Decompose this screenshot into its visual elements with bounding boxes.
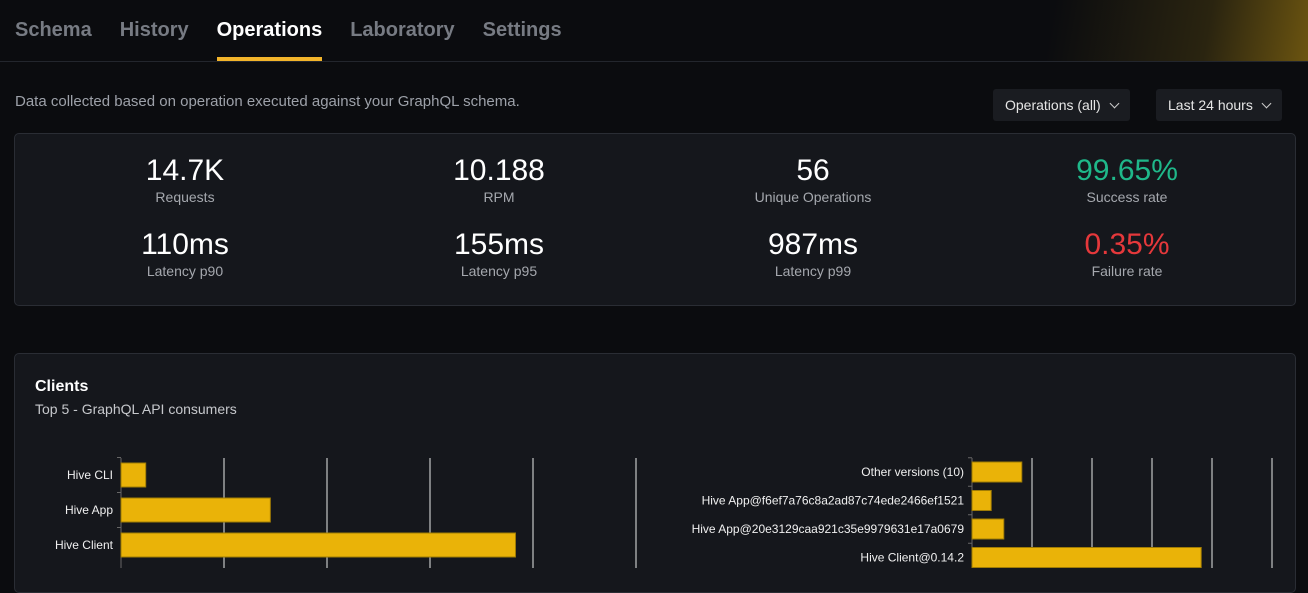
stat-value: 155ms — [453, 228, 545, 261]
stat-value: 99.65% — [1076, 154, 1178, 187]
stat-label: Unique Operations — [754, 189, 872, 205]
clients-title: Clients — [35, 378, 89, 395]
clients-charts: Hive CLI Hive App Hive Client Other version… — [55, 457, 1273, 568]
bar-hive-cli — [120, 462, 147, 488]
top-nav: Schema History Operations Laboratory Set… — [0, 0, 1308, 62]
stat-success-rate: 99.65% Success rate — [970, 154, 1284, 205]
stat-label: Latency p95 — [460, 263, 538, 279]
tab-bar: Schema History Operations Laboratory Set… — [15, 0, 562, 62]
stat-failure-rate: 0.35% Failure rate — [970, 228, 1284, 279]
page-description: Data collected based on operation execut… — [15, 93, 520, 110]
tab-settings[interactable]: Settings — [482, 19, 562, 41]
stat-value: 110ms — [141, 228, 229, 261]
bar-hive-app — [120, 497, 271, 523]
category-label: Hive CLI — [67, 468, 113, 482]
stat-unique-operations: 56 Unique Operations — [656, 154, 970, 205]
stat-rpm: 10.188 RPM — [342, 154, 656, 205]
bar-hive-app-f6ef7a76c8a2ad87c74ede2466ef1521 — [971, 490, 992, 511]
operations-filter-label: Operations (all) — [1005, 97, 1101, 113]
stat-label: RPM — [483, 189, 515, 205]
category-label: Hive Client@0.14.2 — [860, 551, 964, 565]
category-label: Other versions (10) — [861, 465, 964, 479]
stat-label: Failure rate — [1091, 263, 1163, 279]
stat-label: Requests — [155, 189, 215, 205]
tab-laboratory[interactable]: Laboratory — [350, 19, 455, 41]
bar-other-versions-10- — [971, 461, 1023, 483]
period-label: Last 24 hours — [1168, 97, 1253, 113]
category-label: Hive App@f6ef7a76c8a2ad87c74ede2466ef152… — [702, 494, 965, 508]
bar-hive-app-20e3129caa921c35e9979631e17a0679 — [971, 518, 1005, 540]
stat-value: 987ms — [767, 228, 859, 261]
tab-history[interactable]: History — [119, 19, 189, 41]
stat-value: 56 — [796, 154, 830, 187]
category-label: Hive App@20e3129caa921c35e9979631e17a067… — [692, 522, 965, 536]
operations-filter-dropdown[interactable]: Operations (all) — [993, 89, 1130, 121]
stat-value: 0.35% — [1084, 228, 1170, 261]
clients-subtitle: Top 5 - GraphQL API consumers — [35, 401, 237, 417]
bar-hive-client — [120, 532, 516, 558]
stats-panel: 14.7K Requests 10.188 RPM 56 Unique Operati… — [14, 133, 1296, 306]
period-dropdown[interactable]: Last 24 hours — [1156, 89, 1282, 121]
tab-operations[interactable]: Operations — [216, 0, 322, 62]
category-label: Hive App — [65, 503, 113, 517]
stat-label: Success rate — [1086, 189, 1168, 205]
stat-latency-p90: 110ms Latency p90 — [28, 228, 342, 279]
stat-latency-p99: 987ms Latency p99 — [656, 228, 970, 279]
bar-hive-client-0-14-2 — [971, 547, 1202, 568]
category-label: Hive Client — [55, 538, 114, 552]
stat-value: 10.188 — [453, 154, 545, 187]
stat-label: Latency p90 — [146, 263, 224, 279]
stat-requests: 14.7K Requests — [28, 154, 342, 205]
stat-value: 14.7K — [145, 154, 225, 187]
stat-label: Latency p99 — [774, 263, 852, 279]
stat-latency-p95: 155ms Latency p95 — [342, 228, 656, 279]
tab-schema[interactable]: Schema — [15, 19, 92, 41]
